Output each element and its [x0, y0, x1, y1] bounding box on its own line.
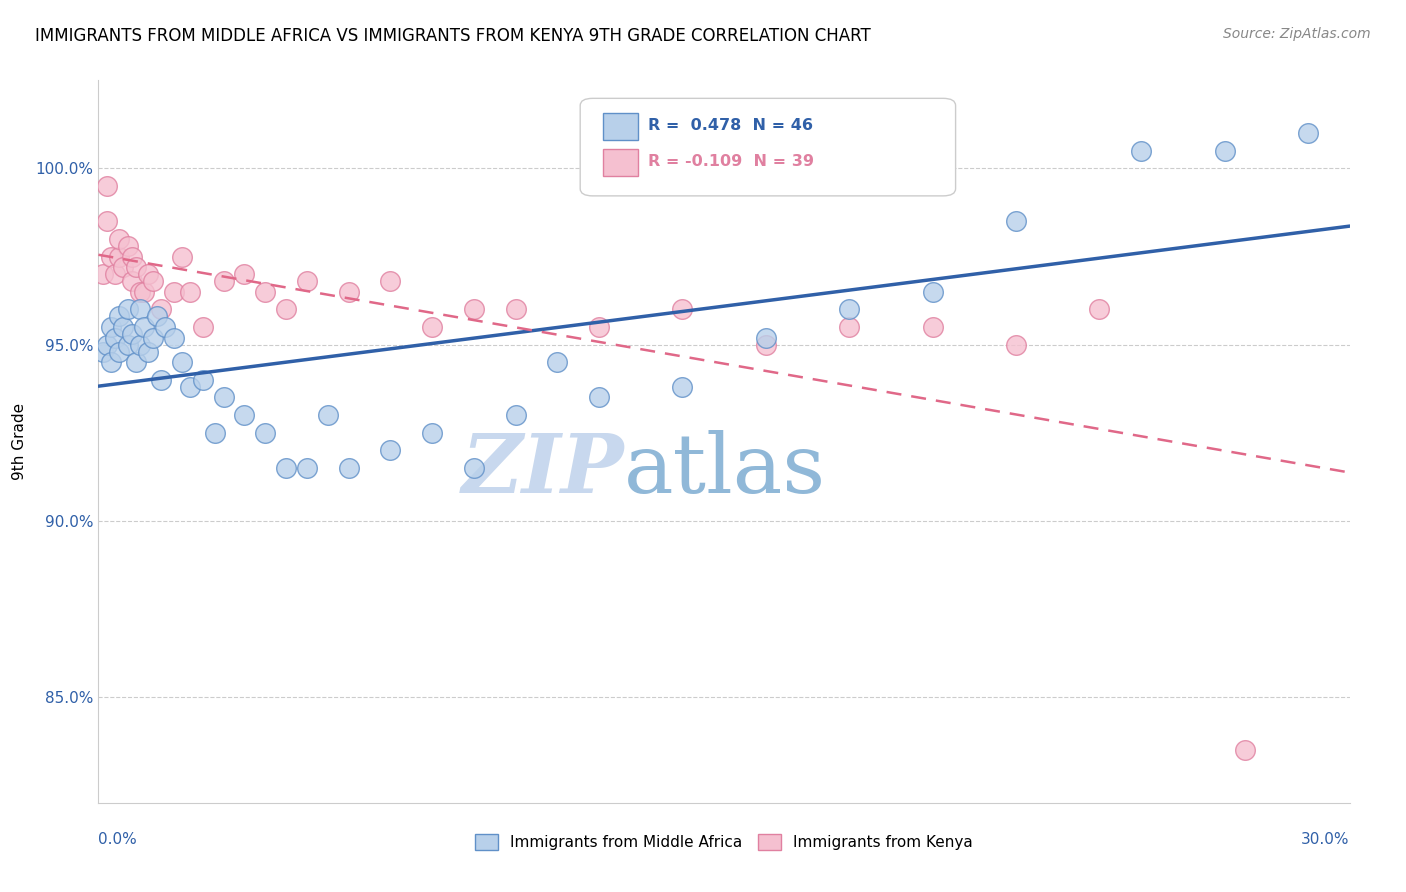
- Point: [96, 337, 118, 351]
- Text: ZIP: ZIP: [461, 431, 624, 510]
- Point: [142, 274, 165, 288]
- Point: [96, 214, 118, 228]
- Point: [138, 267, 160, 281]
- Point: [295, 274, 318, 288]
- Point: [108, 310, 131, 324]
- Point: [838, 302, 860, 317]
- Bar: [603, 149, 638, 177]
- Point: [755, 330, 778, 344]
- Point: [420, 425, 443, 440]
- Point: [170, 355, 193, 369]
- Point: [838, 320, 860, 334]
- Point: [212, 274, 235, 288]
- Point: [755, 337, 778, 351]
- Text: 0.0%: 0.0%: [98, 831, 138, 847]
- Legend: Immigrants from Middle Africa, Immigrants from Kenya: Immigrants from Middle Africa, Immigrant…: [470, 829, 979, 856]
- Point: [420, 320, 443, 334]
- Point: [337, 461, 360, 475]
- Point: [254, 285, 277, 299]
- Point: [108, 250, 131, 264]
- Text: 30.0%: 30.0%: [1302, 831, 1350, 847]
- Point: [546, 355, 568, 369]
- Point: [117, 302, 139, 317]
- Point: [1005, 337, 1028, 351]
- Point: [380, 443, 402, 458]
- Point: [117, 239, 139, 253]
- Point: [91, 344, 114, 359]
- Point: [138, 344, 160, 359]
- Point: [112, 260, 135, 274]
- Point: [1234, 743, 1257, 757]
- Text: atlas: atlas: [624, 431, 827, 510]
- Text: Source: ZipAtlas.com: Source: ZipAtlas.com: [1223, 27, 1371, 41]
- Point: [191, 373, 214, 387]
- Point: [921, 285, 943, 299]
- Point: [233, 267, 256, 281]
- Point: [100, 320, 122, 334]
- Point: [112, 320, 135, 334]
- Text: R =  0.478  N = 46: R = 0.478 N = 46: [648, 119, 813, 133]
- Point: [100, 355, 122, 369]
- Point: [125, 355, 148, 369]
- Point: [671, 302, 693, 317]
- Point: [337, 285, 360, 299]
- FancyBboxPatch shape: [581, 98, 956, 196]
- Point: [463, 302, 485, 317]
- Point: [274, 302, 298, 317]
- Point: [1088, 302, 1111, 317]
- Point: [162, 285, 184, 299]
- Point: [254, 425, 277, 440]
- Point: [1130, 144, 1153, 158]
- Point: [179, 380, 201, 394]
- Point: [121, 250, 143, 264]
- Point: [104, 267, 127, 281]
- Point: [588, 320, 610, 334]
- Point: [505, 408, 527, 422]
- Bar: [603, 112, 638, 140]
- Point: [1213, 144, 1236, 158]
- Point: [121, 326, 143, 341]
- Point: [129, 337, 152, 351]
- Point: [134, 320, 156, 334]
- Point: [274, 461, 298, 475]
- Point: [1005, 214, 1028, 228]
- Point: [921, 320, 943, 334]
- Point: [380, 274, 402, 288]
- Point: [463, 461, 485, 475]
- Point: [191, 320, 214, 334]
- Point: [129, 285, 152, 299]
- Point: [1296, 126, 1319, 140]
- Point: [170, 250, 193, 264]
- Point: [91, 267, 114, 281]
- Text: IMMIGRANTS FROM MIDDLE AFRICA VS IMMIGRANTS FROM KENYA 9TH GRADE CORRELATION CHA: IMMIGRANTS FROM MIDDLE AFRICA VS IMMIGRA…: [35, 27, 870, 45]
- Point: [121, 274, 143, 288]
- Point: [150, 302, 173, 317]
- Point: [117, 337, 139, 351]
- Point: [162, 330, 184, 344]
- Point: [150, 373, 173, 387]
- Point: [108, 232, 131, 246]
- Point: [153, 320, 176, 334]
- Point: [212, 391, 235, 405]
- Point: [134, 285, 156, 299]
- Point: [204, 425, 226, 440]
- Point: [125, 260, 148, 274]
- Point: [179, 285, 201, 299]
- Point: [100, 250, 122, 264]
- Point: [129, 302, 152, 317]
- Point: [233, 408, 256, 422]
- Point: [671, 380, 693, 394]
- Point: [108, 344, 131, 359]
- Point: [588, 391, 610, 405]
- Point: [316, 408, 339, 422]
- Point: [142, 330, 165, 344]
- Point: [96, 179, 118, 194]
- Point: [505, 302, 527, 317]
- Point: [295, 461, 318, 475]
- Text: R = -0.109  N = 39: R = -0.109 N = 39: [648, 154, 814, 169]
- Point: [146, 310, 169, 324]
- Point: [104, 330, 127, 344]
- Y-axis label: 9th Grade: 9th Grade: [13, 403, 27, 480]
